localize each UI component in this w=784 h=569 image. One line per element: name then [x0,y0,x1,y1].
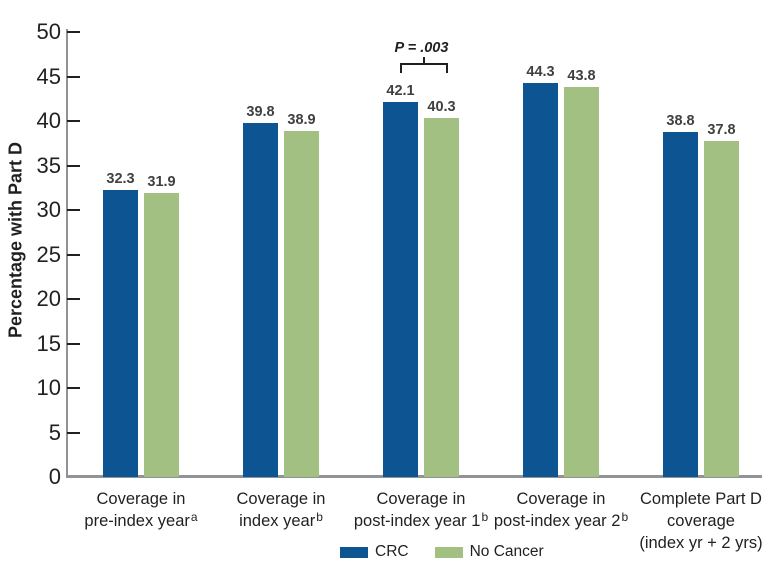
y-tick-mark [67,298,80,300]
bar-no-cancer [144,193,179,477]
bar-crc [663,131,698,477]
y-tick-mark [67,387,80,389]
bar-value-label: 37.8 [707,121,736,138]
y-tick-label: 15 [36,330,61,356]
y-tick-label: 0 [48,464,61,489]
legend-swatch-no-cancer [434,546,463,558]
p-value-bracket [399,57,448,73]
footnote-superscript: a [190,509,198,524]
bar-no-cancer [564,87,599,477]
bar-value-label: 32.3 [106,170,135,187]
y-tick-label: 35 [36,152,61,178]
y-tick-mark [67,31,80,33]
y-tick-label: 50 [36,19,61,44]
y-tick-label: 5 [48,419,61,445]
bar-value-label: 40.3 [427,99,456,116]
footnote-superscript: b [481,509,489,524]
y-tick-mark [67,209,80,211]
x-category-label: Coverage in index yearb [236,490,326,530]
y-tick-mark [67,75,80,78]
y-tick-mark [67,253,80,256]
footnote-superscript: b [621,509,629,524]
bar-no-cancer [424,118,459,477]
p-value-text: P = .003 [394,40,449,56]
bar-value-label: 44.3 [526,63,555,80]
y-axis-line [66,29,68,477]
bar-value-label: 39.8 [246,103,275,120]
bar-value-label: 38.8 [666,112,695,129]
y-tick-label: 25 [36,241,61,267]
bar-crc [243,122,278,477]
legend: CRC No Cancer [340,543,544,561]
legend-label: CRC [375,543,409,560]
bar-crc [103,189,138,477]
x-category-label: Coverage in post-index year 2b [493,490,629,530]
bar-value-label: 38.9 [287,111,316,128]
x-category-label: Coverage in pre-index yeara [84,490,198,530]
bar-value-label: 31.9 [147,174,176,191]
legend-item: No Cancer [434,543,544,561]
y-tick-mark [67,120,80,122]
legend-label: No Cancer [469,543,544,560]
y-tick-label: 30 [36,197,61,222]
legend-swatch-crc [340,546,368,558]
x-category-label: Coverage in post-index year 1b [353,490,489,530]
bar-no-cancer [704,140,739,477]
bar-crc [523,82,558,477]
y-tick-label: 45 [36,63,61,89]
legend-item: CRC [340,543,409,561]
bar-no-cancer [284,130,319,477]
y-tick-mark [67,342,80,345]
bar-value-label: 43.8 [567,68,596,85]
footnote-superscript: b [316,509,323,524]
y-tick-label: 20 [36,286,61,311]
y-tick-mark [67,431,80,434]
p-value-bracket-tick [422,57,425,64]
y-tick-label: 40 [36,108,61,133]
bar-value-label: 42.1 [386,83,415,100]
bar-crc [383,102,418,477]
y-tick-label: 10 [36,375,61,400]
y-tick-mark [67,164,80,167]
